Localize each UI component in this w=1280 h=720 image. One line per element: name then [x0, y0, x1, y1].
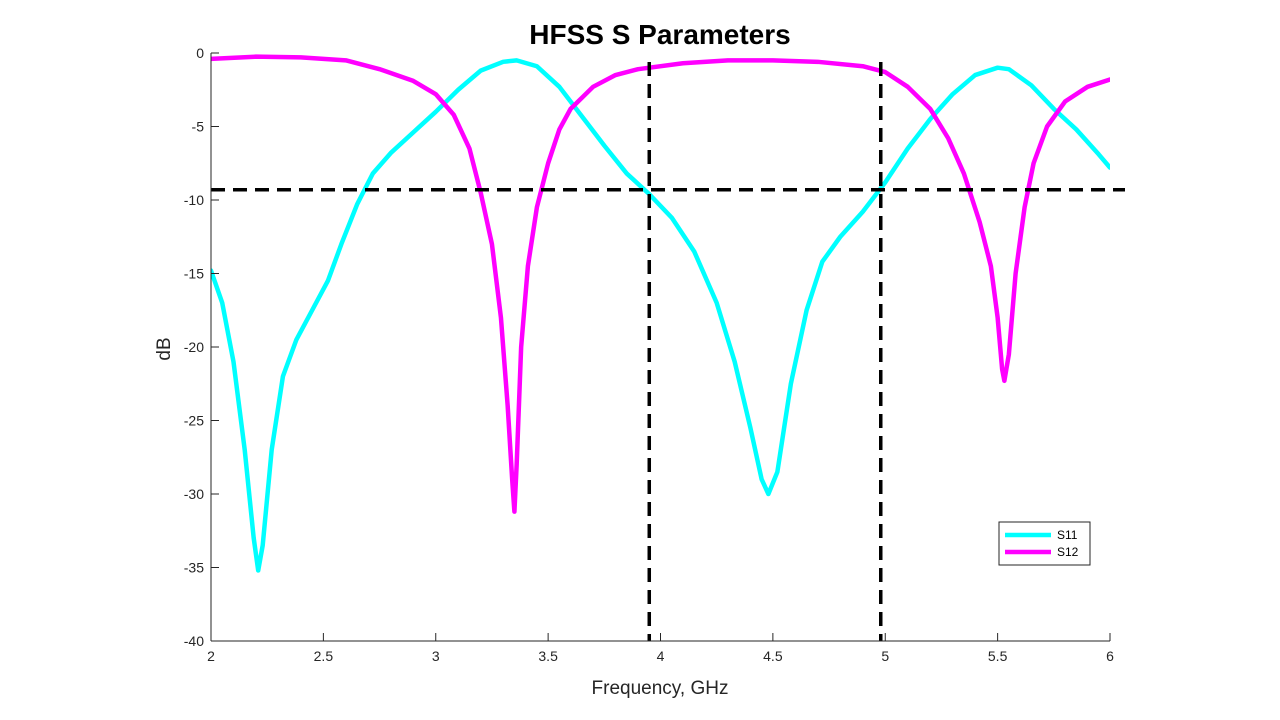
x-tick-label: 5: [881, 648, 889, 664]
y-tick-label: 0: [196, 45, 204, 61]
y-tick-label: -40: [184, 633, 204, 649]
y-tick-label: -35: [184, 560, 204, 576]
axes: 2 2.5 3 3.5 4 4.5 5 5.5 6 0 -5 -10 -15 -20 -25 -30 -35 -4…: [184, 45, 1114, 664]
y-tick-label: -5: [192, 119, 205, 135]
x-tick-label: 2.5: [314, 648, 334, 664]
legend-box: [998, 521, 1091, 566]
y-tick-label: -25: [184, 413, 204, 429]
y-axis-title: dB: [154, 337, 175, 360]
legend-label-s11: S11: [1057, 528, 1078, 542]
plot-area: [211, 54, 1110, 573]
x-tick-label: 2: [207, 648, 215, 664]
y-tick-label: -15: [184, 266, 204, 282]
y-tick-label: -20: [184, 339, 204, 355]
series-line-s12: [211, 54, 1110, 514]
x-tick-label: 4: [657, 648, 665, 664]
y-tick-label: -10: [184, 192, 204, 208]
x-tick-label: 5.5: [988, 648, 1008, 664]
x-tick-label: 3.5: [538, 648, 558, 664]
x-axis-title: Frequency, GHz: [592, 678, 729, 699]
legend-label-s12: S12: [1057, 545, 1079, 559]
y-tick-label: -30: [184, 486, 204, 502]
series-line-s11: [211, 58, 1110, 573]
x-tick-label: 3: [432, 648, 440, 664]
x-tick-label: 4.5: [763, 648, 783, 664]
reference-lines: [211, 62, 1125, 641]
chart-title: HFSS S Parameters: [529, 19, 790, 50]
x-tick-label: 6: [1106, 648, 1114, 664]
